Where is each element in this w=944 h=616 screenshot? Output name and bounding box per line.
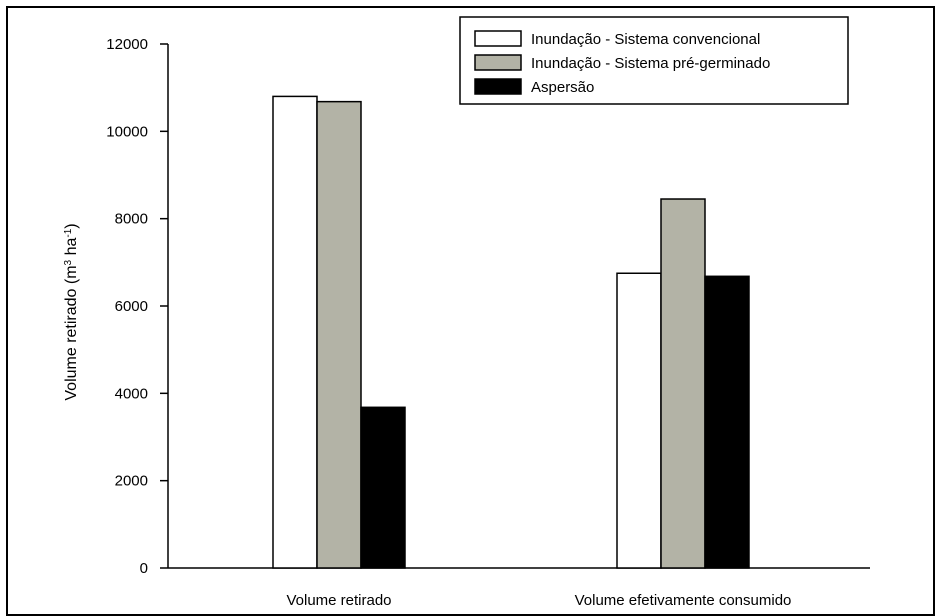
y-tick-label: 0 xyxy=(140,560,148,577)
y-tick-label: 8000 xyxy=(115,211,148,228)
legend-label: Aspersão xyxy=(531,79,594,96)
legend-swatch xyxy=(474,78,522,95)
y-tick-label: 4000 xyxy=(115,385,148,402)
legend-label: Inundação - Sistema pré-germinado xyxy=(531,55,770,72)
bar xyxy=(272,95,318,569)
legend-box xyxy=(459,16,849,105)
legend-label: Inundação - Sistema convencional xyxy=(531,31,760,48)
bar xyxy=(660,198,706,569)
category-labels: Volume retirado Volume efetivamente consu… xyxy=(286,592,791,608)
chart-frame xyxy=(6,6,935,616)
y-tick-label: 10000 xyxy=(106,123,148,140)
legend: Inundação - Sistema convencional Inundaçã… xyxy=(459,16,849,105)
bar xyxy=(360,406,406,569)
y-axis-title-main: Volume retirado (m xyxy=(63,265,80,400)
x-category-label: Volume retirado xyxy=(286,592,391,608)
y-tick-label: 2000 xyxy=(115,473,148,490)
bar xyxy=(704,275,750,569)
legend-swatch xyxy=(474,30,522,47)
y-axis-title: Volume retirado (m3 ha-1) xyxy=(63,223,81,400)
bars xyxy=(272,95,750,569)
legend-swatch xyxy=(474,54,522,71)
bar xyxy=(316,100,362,569)
y-axis-ticks: 0 2000 4000 6000 8000 10000 12000 xyxy=(106,36,168,577)
x-category-label: Volume efetivamente consumido xyxy=(575,592,792,608)
y-axis-title-sup1: 3 xyxy=(63,259,74,265)
y-axis-title-sup2: -1 xyxy=(63,228,74,237)
y-axis-title-end: ) xyxy=(63,223,80,228)
bar xyxy=(616,272,662,569)
y-axis-title-mid: ha xyxy=(63,238,80,260)
y-tick-label: 6000 xyxy=(115,298,148,315)
y-tick-label: 12000 xyxy=(106,36,148,53)
